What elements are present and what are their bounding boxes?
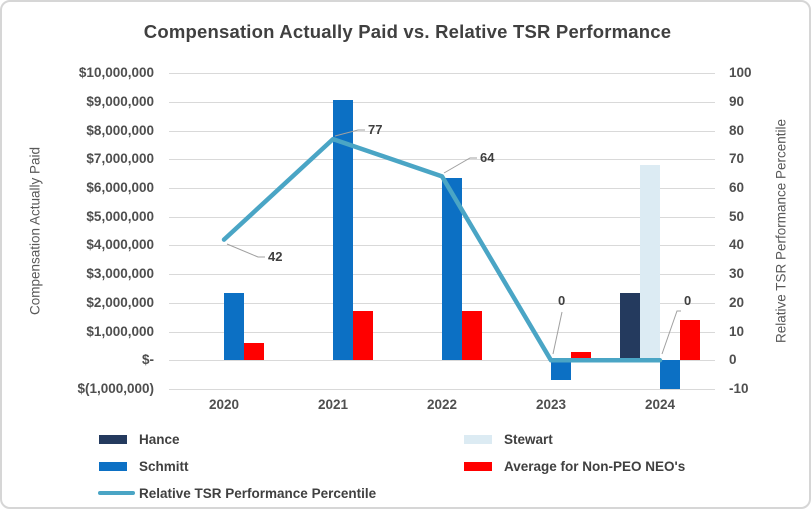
right-axis-tick: 60	[729, 179, 745, 195]
x-axis-label-2022: 2022	[426, 397, 458, 412]
hance-swatch	[99, 434, 127, 444]
left-axis-tick: $4,000,000	[86, 237, 154, 253]
tsr-data-label-2024: 0	[684, 293, 692, 308]
bar-average-2024	[680, 320, 700, 361]
left-axis-tick: $2,000,000	[86, 294, 154, 310]
legend-item-hance: Hance	[99, 431, 180, 447]
right-axis-tick: 10	[729, 323, 745, 339]
right-axis-tick: 50	[729, 208, 745, 224]
tsr-data-label-2022: 64	[480, 150, 495, 165]
schmitt-swatch	[99, 461, 127, 471]
left-axis-tick: $6,000,000	[86, 179, 154, 195]
gridline	[169, 360, 715, 362]
right-axis-tick: 30	[729, 266, 745, 282]
left-axis-tick: $7,000,000	[86, 151, 154, 167]
right-axis-tick: 40	[729, 237, 745, 253]
right-axis-tick: 0	[729, 352, 737, 368]
x-axis-label-2021: 2021	[317, 397, 349, 412]
leader-line-2024	[661, 310, 681, 355]
average-swatch	[464, 461, 492, 471]
left-axis-title: Compensation Actually Paid	[27, 146, 43, 316]
tsr-data-label-2020: 42	[268, 249, 283, 264]
tsr-data-label-2021: 77	[368, 122, 383, 137]
right-axis-tick: -10	[729, 381, 749, 396]
chart-title: Compensation Actually Paid vs. Relative …	[143, 21, 672, 42]
left-axis-tick: $9,000,000	[86, 93, 154, 109]
legend-item-schmitt: Schmitt	[99, 458, 189, 474]
right-axis-tick: 100	[729, 65, 752, 80]
bar-schmitt-2020	[224, 292, 244, 361]
bar-stewart-2024	[640, 164, 660, 361]
gridline	[169, 101, 715, 103]
tsr-line-swatch	[98, 491, 135, 495]
tsr-line-label: Relative TSR Performance Percentile	[139, 485, 377, 501]
left-axis-tick: $1,000,000	[86, 323, 154, 339]
gridline	[169, 130, 715, 132]
legend-item-average: Average for Non-PEO NEO's	[464, 458, 685, 474]
x-axis-label-2023: 2023	[535, 397, 567, 412]
hance-label: Hance	[139, 431, 180, 447]
gridline	[169, 73, 715, 74]
bar-average-2022	[462, 311, 482, 361]
bar-schmitt-2023	[551, 360, 571, 381]
bar-hance-2024	[620, 292, 640, 361]
tsr-data-label-2023: 0	[558, 293, 566, 308]
right-axis-tick: 80	[729, 122, 745, 138]
gridline	[169, 159, 715, 161]
legend-item-stewart: Stewart	[464, 431, 553, 447]
bar-schmitt-2024	[660, 360, 680, 389]
stewart-swatch	[464, 434, 492, 444]
leader-line-2022	[443, 157, 477, 174]
bar-schmitt-2022	[442, 177, 462, 361]
legend-item-tsr-line: Relative TSR Performance Percentile	[98, 485, 376, 501]
gridline	[169, 389, 715, 390]
left-axis-tick: $(1,000,000)	[77, 381, 154, 396]
right-axis-tick: 20	[729, 294, 745, 310]
bar-average-2020	[244, 343, 264, 361]
bar-average-2021	[353, 311, 373, 361]
x-axis-label-2020: 2020	[208, 397, 240, 412]
right-axis-tick: 90	[729, 93, 745, 109]
left-axis-tick: $10,000,000	[78, 65, 154, 80]
right-axis-tick: 70	[729, 151, 745, 167]
bar-schmitt-2021	[333, 100, 353, 361]
average-label: Average for Non-PEO NEO's	[504, 458, 686, 474]
schmitt-label: Schmitt	[139, 458, 189, 474]
left-axis-tick: $8,000,000	[86, 122, 154, 138]
leader-line-2023	[552, 311, 563, 355]
bar-average-2023	[571, 351, 591, 361]
x-axis-label-2024: 2024	[644, 397, 676, 412]
stewart-label: Stewart	[504, 431, 553, 447]
left-axis-tick: $3,000,000	[86, 266, 154, 282]
left-axis-tick: $-	[141, 352, 154, 368]
left-axis-tick: $5,000,000	[86, 208, 154, 224]
